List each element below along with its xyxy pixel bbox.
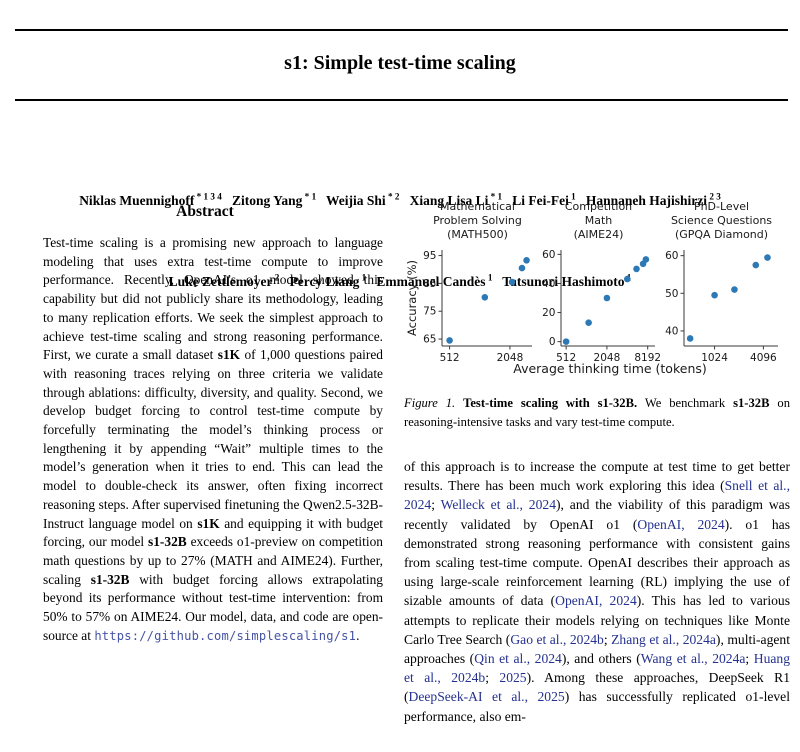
citation-link[interactable]: OpenAI, 2024 [637,516,725,532]
data-point [642,256,650,263]
abstract-text: Test-time scaling is a promising new app… [43,235,383,643]
scatter-plot: 40 50 60 1024 4096 [665,250,778,364]
author-block: Niklas Muennighoff * 1 3 4 Zitong Yang *… [0,133,800,349]
tick-label: 65 [423,334,436,346]
data-point [686,335,694,342]
subplot-math500: Mathematical Problem Solving (MATH500) 6… [418,200,537,364]
data-point [731,286,738,293]
subplot-plot-area: 40 50 60 1024 4096 [660,244,783,364]
tick-label: 40 [665,325,678,337]
data-point [481,294,489,301]
citation-link[interactable]: 2025 [499,670,527,686]
citation-link[interactable]: Wang et al., 2024a [640,651,746,667]
scatter-plot: 0 20 40 60 512 2048 8192 [542,249,661,364]
citation-link[interactable]: Zhang et al., 2024a [611,631,716,647]
tick-label: 4096 [750,352,777,364]
citation-link[interactable]: Welleck et al., 2024 [440,497,556,513]
data-point [603,294,611,302]
tick-label: 1024 [701,352,728,364]
citation-link[interactable]: Qin et al., 2024 [474,651,562,667]
title-divider-rule [15,99,788,101]
authors-line-2: Luke Zettlemoyer 2 Percy Liang 1 Emmanue… [168,272,632,289]
authors-line-1: Niklas Muennighoff * 1 3 4 Zitong Yang *… [79,191,721,208]
tick-label: 85 [423,278,436,290]
top-rule [15,29,788,31]
subplot-title: PhD-Level Science Questions (GPQA Diamon… [670,200,773,241]
x-axis-label: Average thinking time (tokens) [513,361,707,376]
subplot-title: Mathematical Problem Solving (MATH500) [433,200,522,241]
citation-link[interactable]: Snell et al., 2024 [404,478,790,513]
intro-paragraph: of this approach is to increase the comp… [404,459,790,724]
tick-label: 20 [542,307,555,319]
tick-label: 95 [423,250,436,262]
citation-link[interactable]: Gao et al., 2024b [510,631,604,647]
data-point [518,264,526,272]
tick-label: 8192 [634,352,660,364]
scatter-plots-row: Mathematical Problem Solving (MATH500) 6… [404,200,790,364]
y-axis-label: Accuracy (%) [405,259,419,337]
subplot-aime24: Competition Math (AIME24) 0 20 40 60 512 2048… [537,200,661,364]
data-point [624,275,631,283]
data-point [523,256,530,264]
tick-label: 40 [542,278,555,290]
citation-link[interactable]: Huang et al., 2024b [404,651,790,686]
subplot-gpqa: PhD-Level Science Questions (GPQA Diamon… [660,200,783,364]
citation-link[interactable]: OpenAI, 2024 [555,593,637,609]
figure-caption: Figure 1. Test-time scaling with s1-32B.… [404,396,790,429]
subplot-plot-area: 65 75 85 95 512 2048 [418,244,537,364]
tick-label: 512 [556,352,576,364]
tick-label: 2048 [497,352,524,364]
scatter-plot: 65 75 85 95 512 2048 [423,250,532,364]
data-point [508,278,516,286]
subplot-plot-area: 0 20 40 60 512 2048 8192 [537,244,661,364]
data-point [562,338,570,345]
data-point [764,254,771,261]
left-column: Abstract Test-time scaling is a promisin… [25,203,385,645]
right-column: Accuracy (%) Mathematical Problem Solvin… [404,200,790,726]
tick-label: 60 [665,250,678,262]
page-title: s1: Simple test-time scaling [284,52,516,74]
citation-link[interactable]: DeepSeek-AI et al., 2025 [408,689,565,705]
repo-url-link[interactable]: https://github.com/simplescaling/s1 [94,628,357,643]
figure-1: Accuracy (%) Mathematical Problem Solvin… [404,200,790,384]
data-point [633,265,640,273]
tick-label: 0 [549,336,556,348]
abstract-heading: Abstract [176,203,234,220]
tick-label: 60 [542,249,555,261]
data-point [585,319,592,327]
tick-label: 75 [423,306,436,318]
tick-label: 2048 [594,352,621,364]
tick-label: 50 [665,288,678,300]
data-point [446,337,453,344]
data-point [711,291,718,299]
data-point [752,261,760,269]
subplot-title: Competition Math (AIME24) [564,200,633,241]
tick-label: 512 [440,352,460,364]
